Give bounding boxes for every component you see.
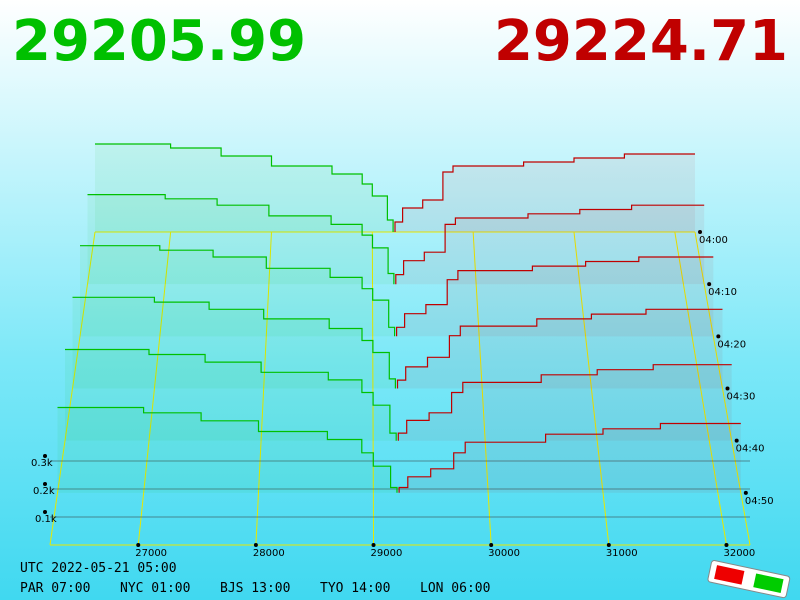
- bids-line: [80, 245, 396, 337]
- clock-label: LON 06:00: [420, 581, 490, 596]
- asks-line: [397, 364, 732, 441]
- time-tick-label: 04:40: [736, 444, 765, 455]
- clock-label: TYO 14:00: [320, 581, 390, 596]
- bids-line: [72, 296, 396, 389]
- tick-dot: [724, 543, 729, 547]
- bids-line: [87, 194, 395, 285]
- bids-line: [95, 143, 394, 232]
- asks-area: [395, 205, 705, 285]
- time-tick-label: 04:10: [708, 287, 737, 298]
- grid-line: [674, 231, 727, 546]
- clock-label: BJS 13:00: [220, 581, 290, 596]
- tick-dot: [734, 438, 739, 443]
- bids-line: [65, 348, 397, 441]
- x-tick-label: 28000: [253, 548, 285, 559]
- bids-area: [72, 297, 396, 389]
- x-tick-label: 29000: [371, 548, 403, 559]
- asks-area: [398, 364, 732, 441]
- x-tick-label: 31000: [606, 548, 638, 559]
- utc-time: UTC 2022-05-21 05:00: [20, 561, 177, 576]
- time-tick-label: 04:30: [727, 392, 756, 403]
- tick-dot: [43, 454, 47, 458]
- time-tick-label: 04:50: [745, 496, 774, 507]
- grid-line: [255, 231, 272, 546]
- tick-dot: [707, 282, 712, 287]
- asks-area: [396, 257, 714, 337]
- right-edge: [694, 231, 751, 546]
- y-tick-label: 0.3k: [31, 458, 53, 469]
- time-tick-label: 04:20: [717, 339, 746, 350]
- asks-area: [399, 423, 741, 493]
- tick-dot: [725, 386, 730, 391]
- 3d-glasses-icon[interactable]: [707, 560, 791, 599]
- plot: 27000 28000 29000 30000 31000 32000 0.1k 0.2k 0.…: [31, 143, 774, 559]
- bids-area: [57, 407, 397, 493]
- asks-line: [398, 422, 741, 493]
- time-tick-label: 04:00: [699, 235, 728, 246]
- clocks: PAR 07:00 NYC 01:00 BJS 13:00 TYO 14:00 LON …: [20, 581, 490, 596]
- grid-line: [371, 231, 375, 546]
- tick-dot: [716, 334, 721, 339]
- grid-line: [573, 231, 610, 546]
- grid-line: [137, 231, 172, 546]
- tick-dot: [698, 230, 702, 234]
- tick-dot: [136, 543, 141, 547]
- x-tick-label: 32000: [723, 548, 755, 559]
- y-tick-label: 0.1k: [35, 514, 57, 525]
- red-lens: [714, 565, 745, 585]
- x-tick-label: 27000: [135, 548, 167, 559]
- asks-area: [397, 309, 723, 389]
- clock-label: PAR 07:00: [20, 581, 90, 596]
- bids-line: [57, 406, 398, 493]
- tick-dot: [43, 510, 47, 514]
- ask-price: 29224.71: [494, 9, 788, 74]
- clock-label: NYC 01:00: [120, 581, 190, 596]
- tick-dot: [371, 543, 376, 547]
- green-lens: [753, 573, 784, 593]
- asks-line: [396, 308, 723, 389]
- asks-area: [395, 154, 695, 232]
- tick-dot: [743, 490, 748, 495]
- tick-dot: [489, 543, 494, 547]
- tick-dot: [606, 543, 611, 547]
- y-tick-label: 0.2k: [33, 486, 55, 497]
- bids-area: [87, 194, 394, 285]
- bid-price: 29205.99: [12, 9, 306, 74]
- tick-dot: [253, 543, 258, 547]
- grid-line: [472, 231, 492, 546]
- x-tick-label: 30000: [488, 548, 520, 559]
- asks-line: [394, 153, 695, 232]
- left-edge: [49, 231, 96, 546]
- asks-line: [395, 204, 705, 285]
- asks-line: [396, 256, 714, 337]
- tick-dot: [43, 482, 47, 486]
